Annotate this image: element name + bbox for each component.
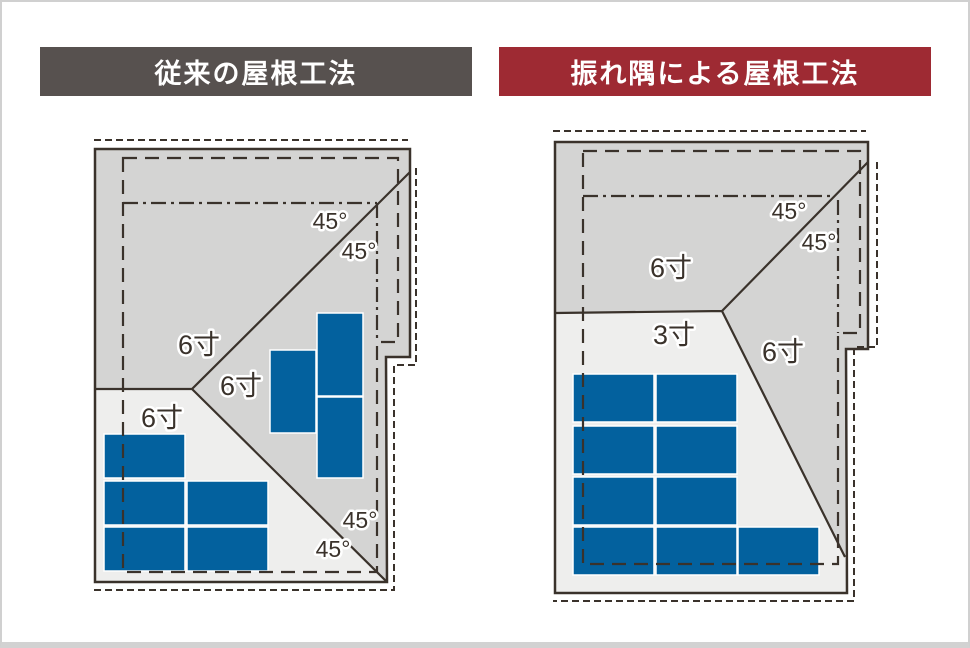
angle-label: 45° [316,536,351,562]
solar-panel [572,526,655,576]
right-wall-line-dashed [581,149,862,566]
slope-label: 6寸 [650,253,692,283]
slope-label: 6寸 [178,330,220,360]
left-ridge-dashdot [123,201,379,342]
left-roof-outline [93,147,412,584]
angle-label: 45° [772,198,807,224]
left-eaves-offset-dashed [94,139,417,591]
solar-panel [572,476,655,526]
left-roof-north-slope [95,149,410,389]
right-diagram-title-bar: 振れ隅による屋根工法 [499,47,931,96]
slope-label: 3寸 [653,320,695,350]
slope-label: 6寸 [141,403,183,433]
right-roof-outline [553,140,870,595]
right-hip-valley-lines [554,161,869,558]
solar-panel [186,526,269,572]
right-diagram-title: 振れ隅による屋根工法 [570,59,860,89]
angle-label: 45° [343,507,378,533]
solar-panel [655,476,738,526]
left-wall-line-dashed [121,156,400,574]
left-diagram-title: 従来の屋根工法 [154,59,358,89]
solar-panel [655,425,738,475]
right-eaves-offset-dashed [553,130,878,602]
solar-panel [316,396,364,479]
solar-panel [572,373,655,423]
left-diagram-title-bar: 従来の屋根工法 [40,47,472,96]
right-roof-diagram: 45° 45° 6寸 3寸 6寸 [553,130,878,602]
left-hip-valley-lines [95,171,411,583]
right-roof-hip-slope [722,162,868,557]
solar-panel [186,480,269,526]
solar-panel [103,480,186,526]
angle-label: 45° [342,238,377,264]
slope-label: 6寸 [220,371,262,401]
solar-panel [655,373,738,423]
angle-label: 45° [802,229,837,255]
solar-panel [316,312,364,397]
right-ridge-dashdot [583,194,840,333]
slope-label: 6寸 [762,337,804,367]
angle-label: 45° [313,208,348,234]
solar-panel [103,526,186,572]
solar-panel [103,433,186,479]
solar-panel [269,349,317,434]
left-roof-diagram: 45° 45° 6寸 6寸 6寸 45° 45° [93,139,417,591]
solar-panel [737,526,820,576]
solar-panel [655,526,738,576]
right-roof-north-slope [555,142,868,313]
solar-panel [572,425,655,475]
